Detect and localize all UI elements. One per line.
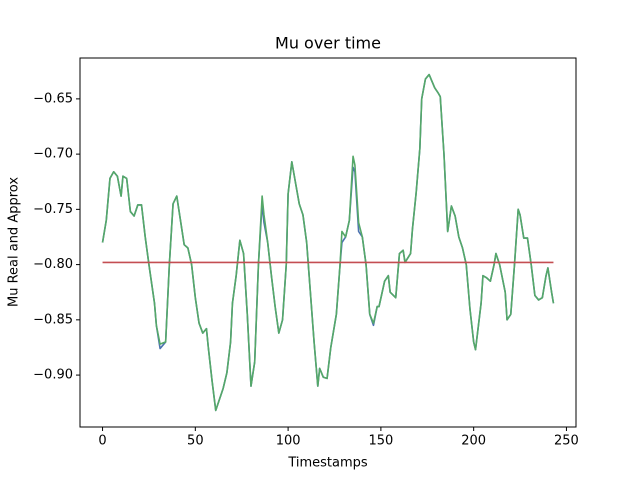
x-tick-label: 100 xyxy=(276,434,301,449)
x-tick-label: 50 xyxy=(187,434,204,449)
x-tick-label: 150 xyxy=(368,434,393,449)
y-tick-label: −0.75 xyxy=(33,202,73,217)
y-axis-label: Mu Real and Approx xyxy=(7,177,22,307)
y-tick-label: −0.90 xyxy=(33,368,73,383)
chart-title: Mu over time xyxy=(275,34,381,53)
y-tick-label: −0.80 xyxy=(33,257,73,272)
x-tick-label: 0 xyxy=(98,434,106,449)
y-tick-label: −0.65 xyxy=(33,91,73,106)
y-tick-label: −0.85 xyxy=(33,312,73,327)
x-tick-label: 200 xyxy=(461,434,486,449)
x-tick-label: 250 xyxy=(554,434,579,449)
plot-frame xyxy=(79,57,577,428)
y-tick-label: −0.70 xyxy=(33,147,73,162)
data-line xyxy=(101,73,555,412)
x-axis-label: Timestamps xyxy=(287,456,368,471)
